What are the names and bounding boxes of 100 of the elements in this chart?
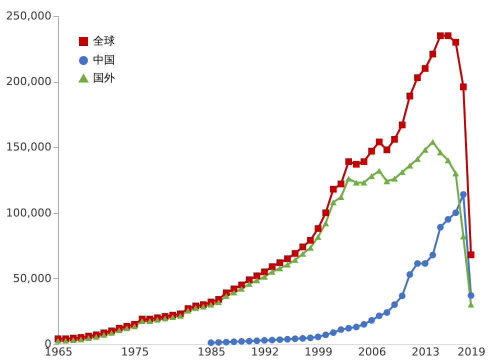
point <box>284 262 291 268</box>
point <box>391 301 398 308</box>
point <box>162 316 168 322</box>
point <box>230 290 238 296</box>
legend-label: 全球 <box>93 34 115 48</box>
point <box>299 244 306 250</box>
point <box>314 225 322 232</box>
point <box>307 237 314 244</box>
point <box>429 50 436 58</box>
point <box>437 224 444 231</box>
x-tick-label: 1975 <box>120 346 149 358</box>
point <box>444 157 452 164</box>
point <box>345 324 352 332</box>
point <box>352 180 360 186</box>
x-tick-label: 1985 <box>197 346 226 358</box>
point <box>384 146 390 154</box>
point <box>284 336 291 343</box>
point <box>246 338 253 344</box>
point <box>123 325 130 332</box>
point <box>261 268 268 276</box>
point <box>238 286 245 292</box>
point <box>299 335 306 342</box>
point <box>460 234 467 240</box>
point <box>268 268 276 275</box>
x-tick-label: 2013 <box>412 346 440 358</box>
point <box>208 302 214 308</box>
point <box>169 314 176 320</box>
point <box>360 180 368 186</box>
point <box>200 304 207 310</box>
point <box>184 308 192 314</box>
point <box>384 178 390 184</box>
point <box>138 318 146 324</box>
point <box>422 260 428 267</box>
x-tick-label: 1999 <box>304 346 333 358</box>
point <box>268 336 276 344</box>
point <box>307 334 314 342</box>
point <box>215 299 222 306</box>
point <box>146 318 154 324</box>
point <box>437 150 444 156</box>
point <box>131 323 138 330</box>
point <box>414 260 421 267</box>
point <box>292 257 298 263</box>
point <box>215 339 222 346</box>
point <box>307 244 314 251</box>
point <box>468 302 474 308</box>
point <box>192 305 200 311</box>
point <box>338 326 344 333</box>
point <box>70 337 77 343</box>
point <box>398 122 406 128</box>
point <box>422 146 428 153</box>
point <box>384 309 390 316</box>
point <box>444 32 452 40</box>
y-tick-label: 100,000 <box>6 206 52 220</box>
point <box>452 38 460 46</box>
point <box>338 194 344 200</box>
point <box>292 335 298 342</box>
point <box>222 338 230 346</box>
point <box>452 170 460 176</box>
point <box>452 209 460 216</box>
point <box>85 335 92 341</box>
point <box>268 263 276 270</box>
point <box>368 173 375 179</box>
point <box>322 331 330 338</box>
point <box>276 336 284 344</box>
point <box>116 327 123 334</box>
point <box>261 274 268 280</box>
point <box>276 259 284 266</box>
y-tick-label: 150,000 <box>6 140 52 154</box>
point <box>406 271 414 278</box>
point <box>368 317 375 324</box>
point <box>292 250 298 257</box>
y-tick-label: 250,000 <box>6 10 52 22</box>
point <box>338 180 344 188</box>
point <box>345 158 352 165</box>
point <box>284 255 291 262</box>
point <box>468 251 474 258</box>
legend-label: 国外 <box>93 72 115 84</box>
point <box>238 338 245 345</box>
point <box>391 136 398 143</box>
point <box>62 338 69 344</box>
point <box>314 334 322 340</box>
point <box>322 220 330 226</box>
point <box>368 148 375 154</box>
point <box>330 329 337 336</box>
point <box>429 252 436 258</box>
point <box>352 160 360 168</box>
point <box>414 156 421 162</box>
point <box>254 337 260 344</box>
point <box>391 176 398 182</box>
point <box>154 316 161 323</box>
point <box>276 265 284 272</box>
x-tick-label: 2006 <box>358 346 386 358</box>
point <box>246 281 253 287</box>
point <box>422 65 428 72</box>
point <box>314 234 322 240</box>
point <box>376 312 383 320</box>
x-tick-label: 1992 <box>251 346 279 358</box>
point <box>460 191 467 198</box>
point <box>360 320 368 328</box>
point <box>360 158 368 165</box>
